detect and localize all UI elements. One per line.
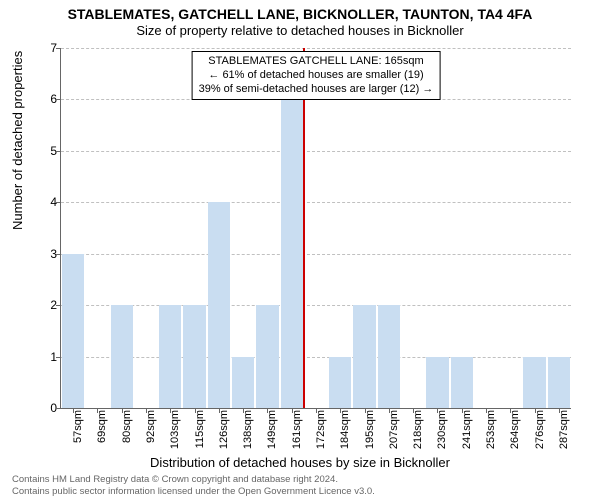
y-tick-mark: [56, 305, 61, 306]
y-tick-label: 4: [39, 195, 57, 209]
x-tick-label: 103sqm: [169, 410, 181, 449]
x-tick-label: 126sqm: [218, 410, 230, 449]
y-tick-label: 7: [39, 41, 57, 55]
bar: [159, 305, 181, 408]
chart-title: STABLEMATES, GATCHELL LANE, BICKNOLLER, …: [0, 0, 600, 22]
annotation-line2: ← 61% of detached houses are smaller (19…: [199, 69, 434, 83]
y-tick-mark: [56, 48, 61, 49]
bar: [183, 305, 205, 408]
annotation-box: STABLEMATES GATCHELL LANE: 165sqm ← 61% …: [192, 51, 441, 100]
y-tick-label: 2: [39, 298, 57, 312]
x-tick-label: 276sqm: [534, 410, 546, 449]
gridline: [61, 151, 571, 152]
gridline: [61, 202, 571, 203]
x-tick-label: 253sqm: [485, 410, 497, 449]
chart-subtitle: Size of property relative to detached ho…: [0, 22, 600, 38]
gridline: [61, 357, 571, 358]
y-tick-mark: [56, 99, 61, 100]
x-tick-label: 57sqm: [72, 410, 84, 443]
y-axis-label: Number of detached properties: [10, 51, 25, 230]
x-tick-label: 287sqm: [558, 410, 570, 449]
x-axis-label: Distribution of detached houses by size …: [0, 455, 600, 470]
y-tick-mark: [56, 151, 61, 152]
bar: [232, 357, 254, 408]
bar: [208, 202, 230, 408]
x-tick-label: 230sqm: [436, 410, 448, 449]
bar: [548, 357, 570, 408]
bar: [378, 305, 400, 408]
x-tick-label: 92sqm: [145, 410, 157, 443]
bar: [426, 357, 448, 408]
y-tick-mark: [56, 408, 61, 409]
y-tick-mark: [56, 202, 61, 203]
y-tick-label: 3: [39, 247, 57, 261]
x-tick-label: 218sqm: [412, 410, 424, 449]
chart-container: STABLEMATES, GATCHELL LANE, BICKNOLLER, …: [0, 0, 600, 500]
marker-line: [303, 48, 305, 408]
bar: [523, 357, 545, 408]
bar: [281, 99, 303, 408]
bar: [111, 305, 133, 408]
x-tick-label: 149sqm: [266, 410, 278, 449]
annotation-line1: STABLEMATES GATCHELL LANE: 165sqm: [199, 55, 434, 69]
bar: [329, 357, 351, 408]
x-tick-label: 195sqm: [364, 410, 376, 449]
y-tick-label: 1: [39, 350, 57, 364]
gridline: [61, 48, 571, 49]
bar: [62, 254, 84, 408]
plot-area: 0123456757sqm69sqm80sqm92sqm103sqm115sqm…: [60, 48, 571, 409]
y-tick-mark: [56, 254, 61, 255]
x-tick-label: 264sqm: [509, 410, 521, 449]
bar: [353, 305, 375, 408]
bar: [451, 357, 473, 408]
y-tick-label: 5: [39, 144, 57, 158]
x-tick-label: 161sqm: [291, 410, 303, 449]
x-tick-label: 138sqm: [242, 410, 254, 449]
gridline: [61, 254, 571, 255]
x-tick-label: 80sqm: [121, 410, 133, 443]
footnote-line2: Contains public sector information licen…: [12, 486, 375, 497]
annotation-line3: 39% of semi-detached houses are larger (…: [199, 83, 434, 97]
bar: [256, 305, 278, 408]
gridline: [61, 305, 571, 306]
x-tick-label: 172sqm: [315, 410, 327, 449]
y-tick-mark: [56, 357, 61, 358]
x-tick-label: 115sqm: [194, 410, 206, 448]
footnote: Contains HM Land Registry data © Crown c…: [12, 474, 375, 497]
x-tick-label: 69sqm: [96, 410, 108, 443]
x-tick-label: 241sqm: [461, 410, 473, 449]
footnote-line1: Contains HM Land Registry data © Crown c…: [12, 474, 375, 485]
x-tick-label: 207sqm: [388, 410, 400, 449]
y-tick-label: 6: [39, 92, 57, 106]
x-tick-label: 184sqm: [339, 410, 351, 449]
y-tick-label: 0: [39, 401, 57, 415]
